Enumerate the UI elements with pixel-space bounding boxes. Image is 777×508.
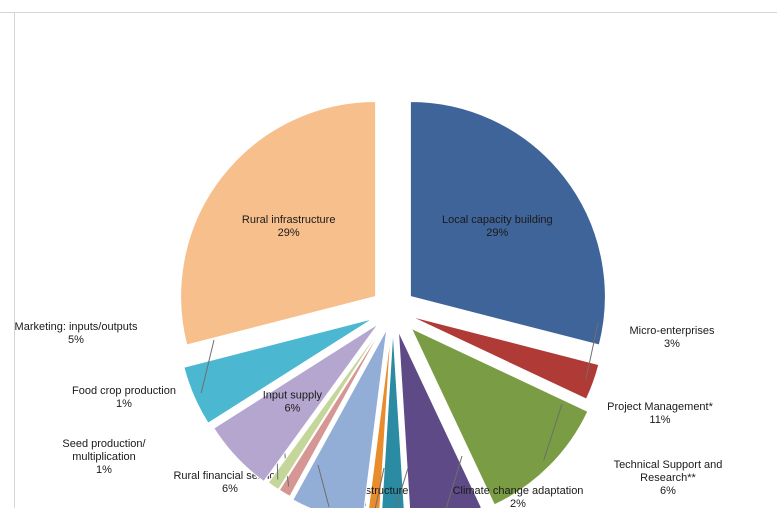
- pie-slice-4: [381, 329, 405, 508]
- pie-slice-6: [292, 328, 388, 508]
- slice-label-1: Micro-enterprises 3%: [630, 325, 715, 350]
- slice-label-9: Input supply 6%: [263, 389, 323, 414]
- pie-slice-7: [278, 325, 385, 498]
- leader-line-4: [395, 467, 409, 508]
- pie-slice-8: [267, 324, 384, 491]
- pie-slice-5: [368, 329, 392, 508]
- leader-line-2: [543, 403, 563, 461]
- leader-line-3: [445, 455, 463, 508]
- leader-line-5: [374, 467, 385, 508]
- pie-slice-10: [183, 318, 374, 424]
- slice-label-10: Marketing: inputs/outputs 5%: [15, 321, 138, 346]
- slice-label-4: Climate change adaptation 2%: [453, 485, 584, 508]
- pie-slice-2: [410, 327, 589, 506]
- slice-label-7: Seed production/multiplication 1%: [62, 438, 146, 476]
- slice-label-2: Project Management* 11%: [607, 401, 713, 426]
- leader-line-10: [200, 339, 215, 394]
- pie-slice-0: [409, 101, 606, 346]
- slice-label-3: Technical Support and Research** 6%: [614, 459, 723, 497]
- slice-label-11: Rural infrastructure 29%: [242, 214, 336, 239]
- pie-slice-1: [409, 315, 600, 400]
- leader-line-1: [585, 322, 599, 380]
- slice-label-8: Food crop production 1%: [72, 385, 176, 410]
- pie-slice-9: [213, 323, 379, 483]
- slice-label-0: Local capacity building 29%: [442, 214, 553, 239]
- pie-slice-11: [180, 101, 377, 346]
- leader-line-6: [317, 464, 330, 507]
